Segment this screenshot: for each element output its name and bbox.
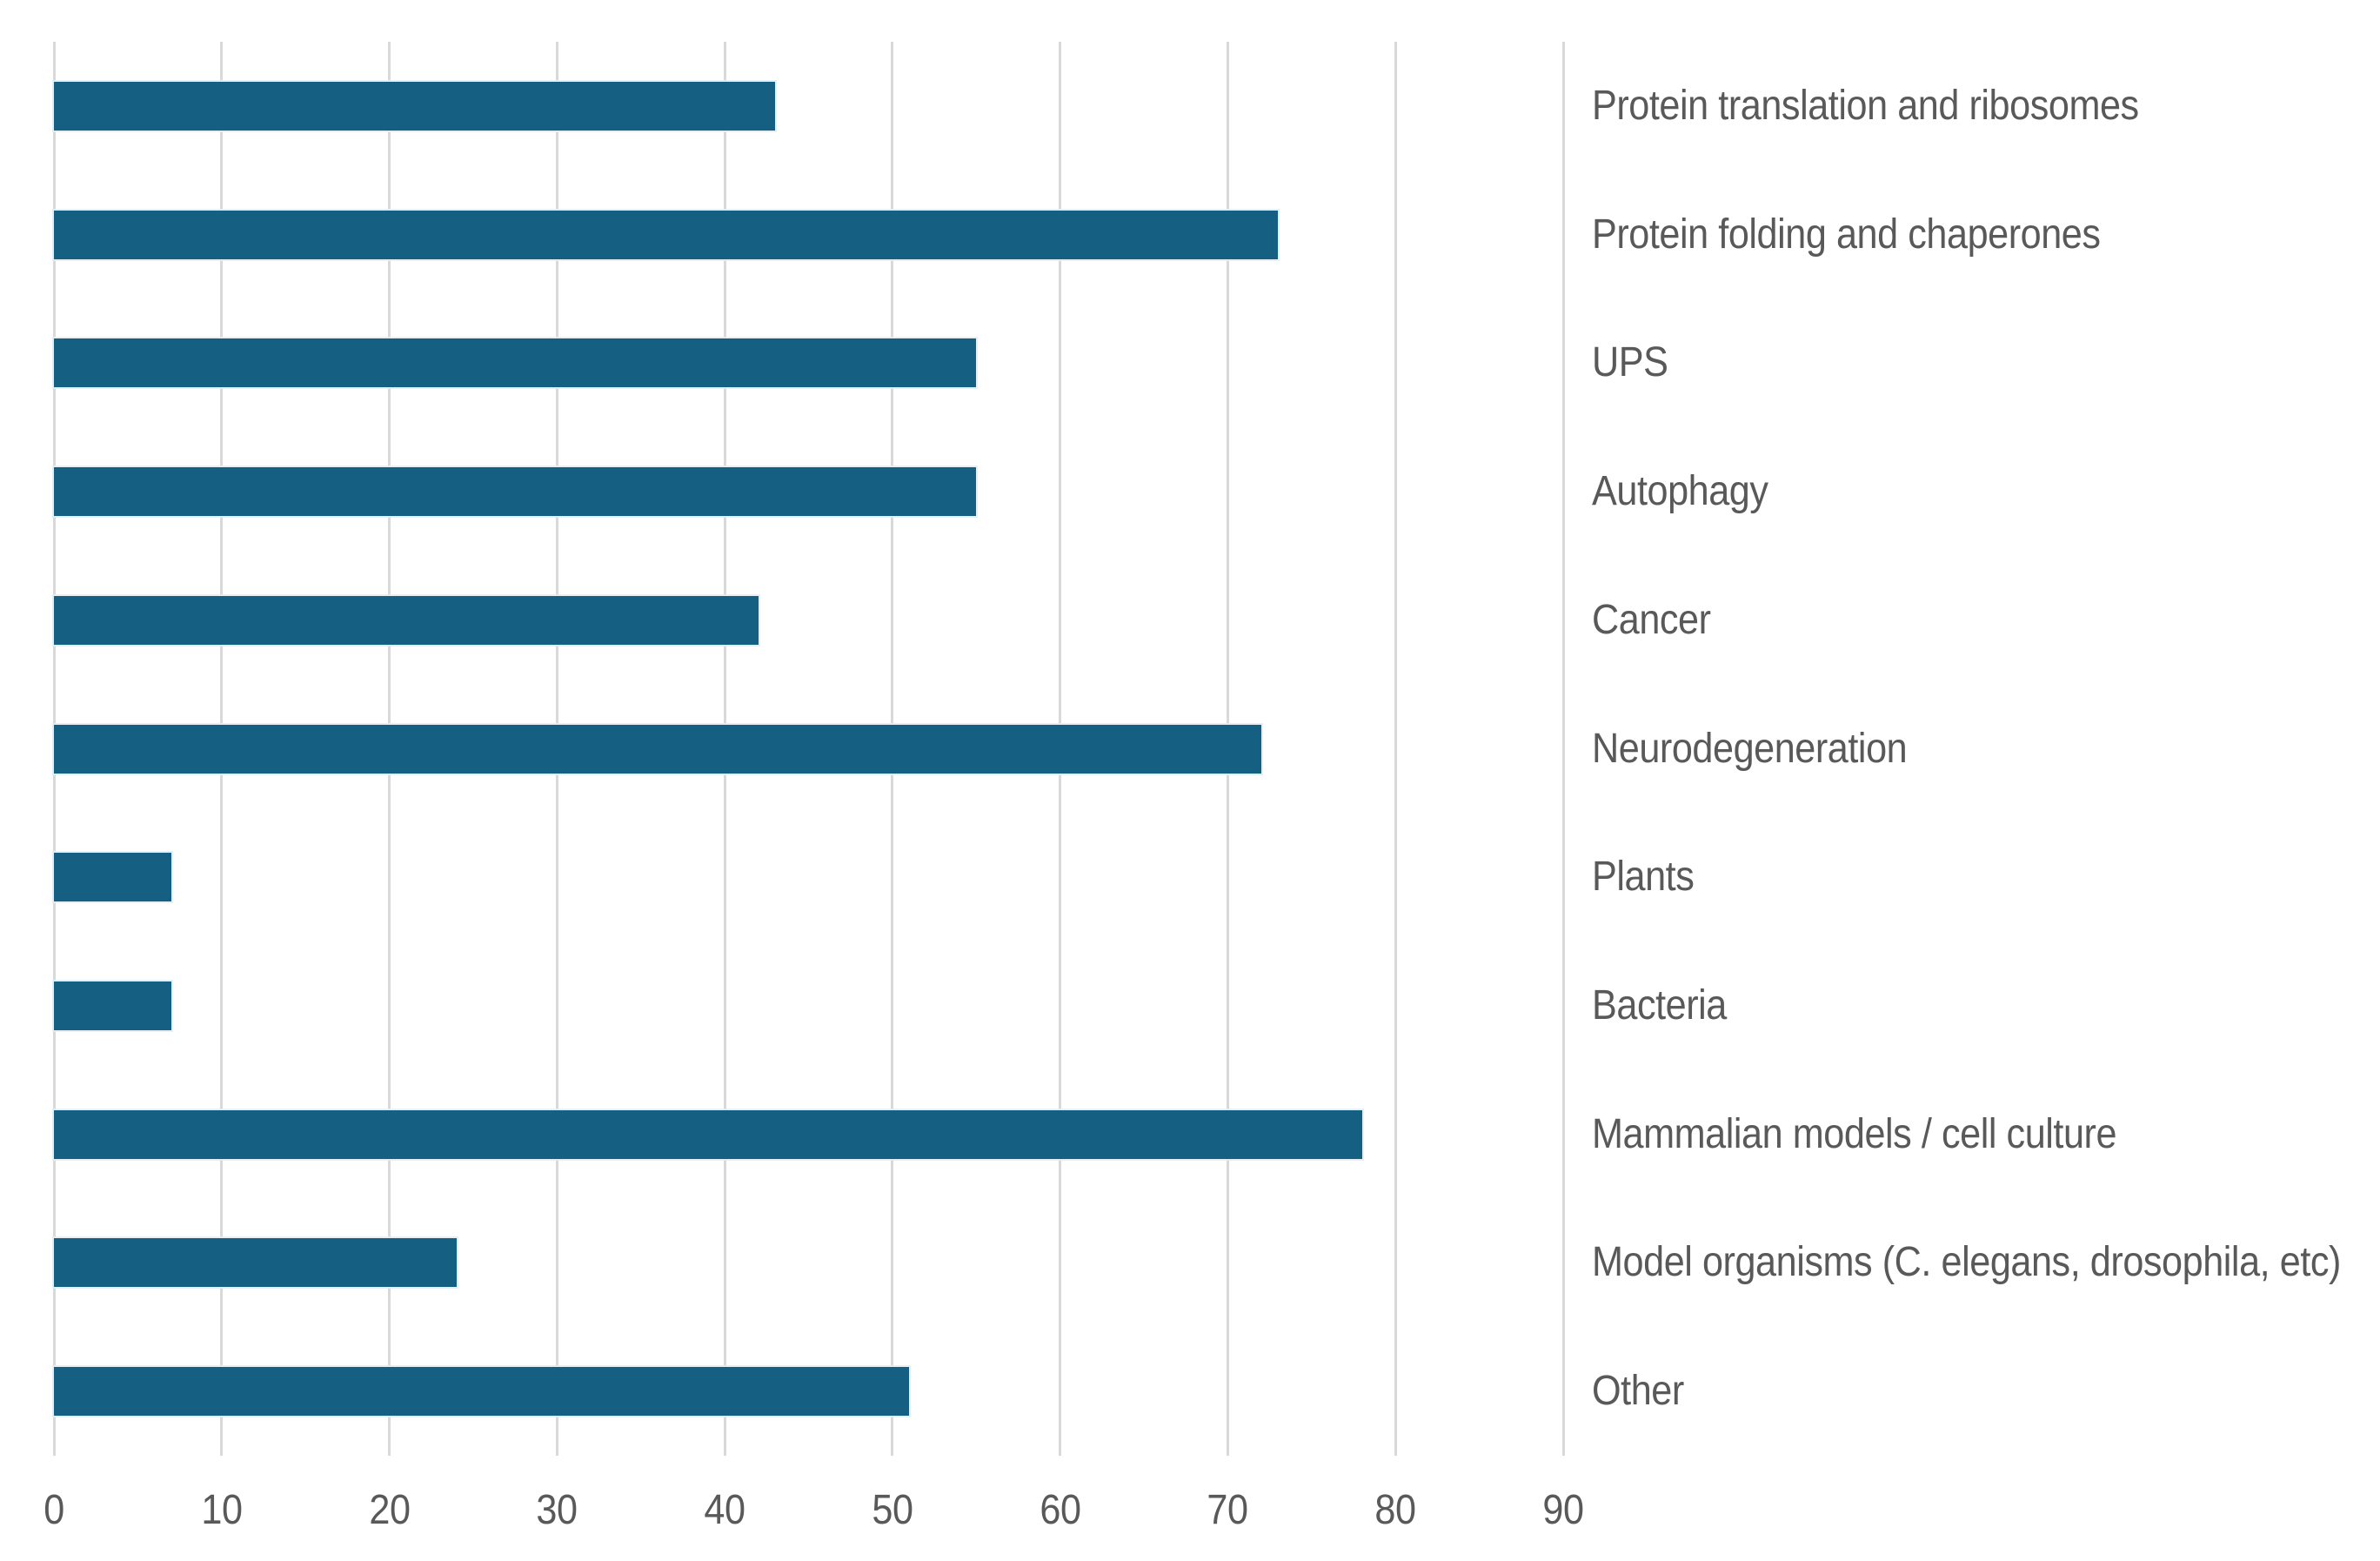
x-tick-label: 90 [1542,1487,1584,1533]
category-label: Bacteria [1592,981,1727,1028]
bar [54,1238,457,1288]
x-tick-label: 70 [1207,1487,1249,1533]
category-label: Protein folding and chaperones [1592,211,2101,258]
x-tick-label: 10 [201,1487,243,1533]
category-label: Plants [1592,854,1695,901]
bar [54,467,977,517]
category-label: Autophagy [1592,468,1768,515]
x-tick-label: 80 [1374,1487,1417,1533]
category-label: Protein translation and ribosomes [1592,82,2139,129]
gridline [1561,42,1565,1456]
bar [54,724,1261,774]
bar [54,1109,1362,1159]
bar [54,595,759,645]
category-label: Cancer [1592,596,1711,643]
category-label: Model organisms (C. elegans, drosophila,… [1592,1239,2341,1286]
category-label: Mammalian models / cell culture [1592,1110,2117,1157]
bar [54,853,171,902]
bar [54,1367,910,1417]
x-tick-label: 20 [368,1487,411,1533]
x-tick-label: 0 [43,1487,64,1533]
category-label: Neurodegeneration [1592,725,1908,772]
x-tick-label: 40 [704,1487,746,1533]
bar [54,981,171,1030]
bar [54,81,775,131]
x-tick-label: 50 [872,1487,913,1533]
bar [54,338,977,388]
bar [54,210,1279,259]
x-tick-label: 30 [536,1487,578,1533]
gridline [1394,42,1397,1456]
category-label: UPS [1592,339,1668,386]
x-tick-label: 60 [1040,1487,1081,1533]
category-label: Other [1592,1368,1684,1415]
